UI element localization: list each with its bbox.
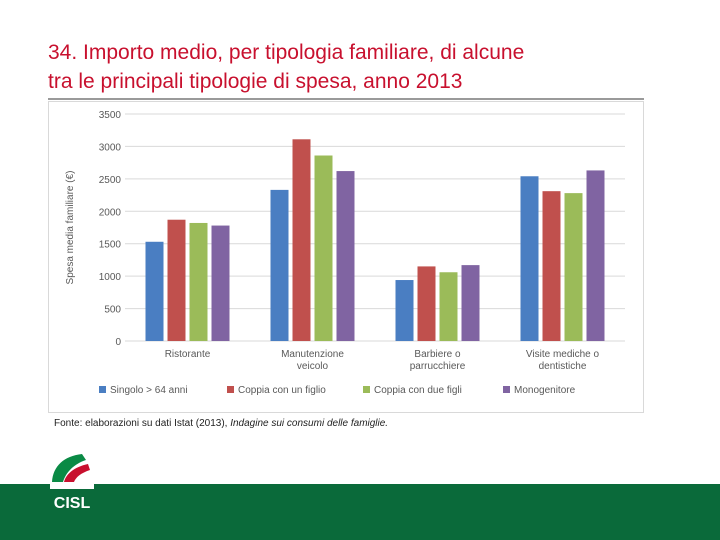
slide-title-line-1: 34. Importo medio, per tipologia familia… [48, 41, 525, 64]
chart-frame: 0 500 1000 1500 2000 2500 3000 3500 Spesa media … [48, 101, 644, 413]
category-label: Manutenzione [281, 349, 344, 360]
y-tick-label: 0 [115, 337, 121, 348]
bar [417, 266, 436, 341]
y-tick-label: 3000 [99, 142, 122, 153]
category-label: Ristorante [165, 349, 211, 360]
slide-title: 34. Importo medio, per tipologia familia… [48, 38, 688, 96]
footer-band [0, 484, 720, 540]
bar [395, 280, 414, 341]
legend-label: Singolo > 64 anni [110, 385, 188, 396]
cisl-logo: CISL [50, 454, 94, 512]
bar [270, 189, 289, 341]
y-tick-label: 2500 [99, 175, 122, 186]
bar [145, 241, 164, 341]
logo-flag-white [50, 482, 94, 489]
slide-title-line-2: tra le principali tipologie di spesa, an… [48, 70, 463, 93]
y-tick-label: 2000 [99, 207, 122, 218]
bar [167, 219, 186, 341]
y-tick-label: 500 [104, 305, 121, 316]
bar [439, 272, 458, 341]
bar [189, 222, 208, 341]
bar-chart: 0 500 1000 1500 2000 2500 3000 3500 Spesa media … [65, 110, 625, 396]
bar [211, 225, 230, 341]
bar [520, 176, 539, 341]
source-note: Fonte: elaborazioni su dati Istat (2013)… [54, 418, 388, 429]
source-prefix: Fonte: elaborazioni su dati Istat (2013)… [54, 418, 231, 429]
logo-flag-red [64, 464, 90, 482]
bar [586, 170, 605, 341]
y-tick-label: 1000 [99, 272, 122, 283]
y-axis-title: Spesa media familiare (€) [65, 171, 76, 285]
bar [292, 139, 311, 341]
y-tick-label: 1500 [99, 240, 122, 251]
category-label: Barbiere o [414, 349, 461, 360]
legend-label: Coppia con un figlio [238, 385, 326, 396]
bar [314, 155, 333, 341]
bar [336, 171, 355, 341]
bar [564, 193, 583, 341]
bar [542, 191, 561, 341]
y-tick-label: 3500 [99, 110, 122, 121]
category-label: parrucchiere [410, 361, 466, 372]
category-label: veicolo [297, 361, 329, 372]
logo-flag-green [52, 454, 86, 482]
legend-label: Coppia con due figli [374, 385, 462, 396]
legend-swatch [99, 386, 106, 393]
legend-swatch [363, 386, 370, 393]
category-label: Visite mediche o [526, 349, 600, 360]
title-divider [48, 98, 644, 100]
legend-label: Monogenitore [514, 385, 576, 396]
bar [461, 265, 480, 341]
logo-text: CISL [54, 495, 91, 512]
source-survey-title: Indagine sui consumi delle famiglie. [230, 418, 389, 429]
legend-swatch [227, 386, 234, 393]
legend-swatch [503, 386, 510, 393]
category-label: dentistiche [539, 361, 587, 372]
